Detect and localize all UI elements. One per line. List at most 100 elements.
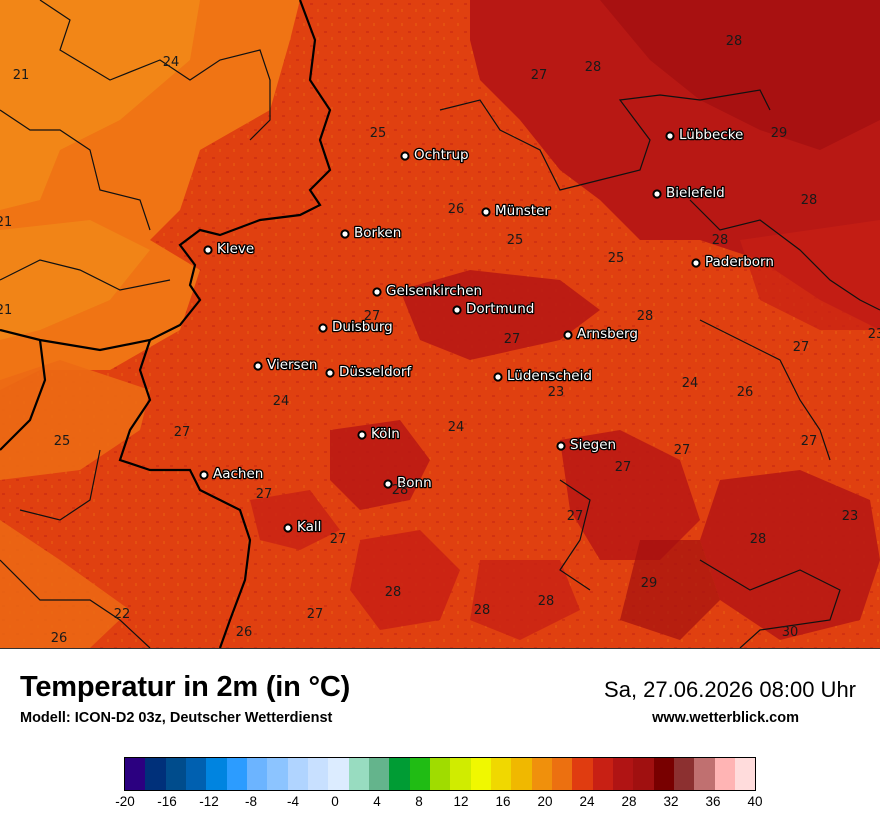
- isoline-value: 30: [782, 625, 799, 640]
- city-dot: [318, 323, 328, 333]
- legend-tick-label: -20: [115, 794, 135, 809]
- isoline-value: 24: [273, 394, 290, 409]
- legend-tick-label: -4: [286, 794, 300, 809]
- legend-color-swatch: [429, 758, 451, 790]
- legend-color-swatch: [145, 758, 166, 790]
- city-dot: [556, 441, 566, 451]
- isoline-value: 25: [608, 251, 625, 266]
- legend-color-swatch: [470, 758, 491, 790]
- city-dot: [340, 229, 350, 239]
- city-dot: [400, 151, 410, 161]
- isoline-value: 23: [548, 385, 565, 400]
- isoline-value: 28: [392, 483, 409, 498]
- isoline-value: 27: [307, 607, 324, 622]
- map-title: Temperatur in 2m (in °C): [20, 671, 351, 703]
- legend-color-swatch: [592, 758, 613, 790]
- legend-color-swatch: [307, 758, 329, 790]
- legend-color-swatch: [612, 758, 634, 790]
- isoline-value: 21: [0, 303, 12, 318]
- isoline-value: 24: [163, 55, 180, 70]
- isoline-value: 24: [448, 420, 465, 435]
- city-markers: Ochtrup Lübbecke Bielefeld Münster Borken Kle…: [199, 126, 775, 536]
- isoline-value: 27: [364, 309, 381, 324]
- website-link[interactable]: www.wetterblick.com: [652, 710, 799, 726]
- city-label: Kall: [297, 519, 321, 535]
- city-label: Köln: [371, 426, 400, 442]
- isoline-value: 27: [615, 460, 632, 475]
- legend-color-swatch: [348, 758, 369, 790]
- isoline-value: 27: [330, 532, 347, 547]
- isoline-value: 26: [737, 385, 754, 400]
- forecast-datetime: Sa, 27.06.2026 08:00 Uhr: [604, 677, 856, 702]
- legend-color-swatch: [267, 758, 288, 790]
- legend-color-swatch: [368, 758, 390, 790]
- city-label: Dortmund: [466, 301, 534, 317]
- city-label: Münster: [495, 203, 550, 219]
- isoline-value: 27: [174, 425, 191, 440]
- legend-color-swatch: [490, 758, 512, 790]
- legend-color-swatch: [694, 758, 715, 790]
- city-label: Düsseldorf: [339, 364, 412, 380]
- state-borders: [0, 0, 880, 648]
- isoline-value: 25: [370, 126, 387, 141]
- city-label: Kleve: [217, 241, 254, 257]
- temperature-map: Ochtrup Lübbecke Bielefeld Münster Borken Kle…: [0, 0, 880, 649]
- city-label: Siegen: [570, 437, 616, 453]
- city-dot: [563, 330, 573, 340]
- city-label: Lüdenscheid: [507, 368, 592, 384]
- city-dot: [325, 368, 335, 378]
- isoline-value: 28: [750, 532, 767, 547]
- legend-tick-label: 24: [579, 794, 595, 809]
- isoline-value: 25: [54, 434, 71, 449]
- city-label: Lübbecke: [679, 127, 743, 143]
- isoline-value: 28: [637, 309, 654, 324]
- isoline-value: 29: [641, 576, 658, 591]
- legend-color-swatch: [450, 758, 471, 790]
- legend-color-swatch: [246, 758, 268, 790]
- isoline-value: 24: [682, 376, 699, 391]
- color-legend-bar: [124, 757, 756, 791]
- isoline-value: 23: [842, 509, 859, 524]
- isoline-value: 28: [801, 193, 818, 208]
- legend-color-swatch: [125, 758, 146, 790]
- isoline-value: 22: [114, 607, 131, 622]
- isoline-value: 21: [0, 215, 12, 230]
- legend-color-swatch: [206, 758, 227, 790]
- isoline-value: 21: [13, 68, 30, 83]
- legend-tick-label: 12: [453, 794, 469, 809]
- city-dot: [665, 131, 675, 141]
- city-label: Ochtrup: [414, 147, 469, 163]
- legend-tick-label: 28: [621, 794, 637, 809]
- isoline-value: 27: [674, 443, 691, 458]
- country-border: [0, 0, 332, 648]
- legend-tick-label: 0: [331, 794, 339, 809]
- legend-tick-label: 8: [415, 794, 423, 809]
- legend-tick-label: -12: [199, 794, 219, 809]
- isoline-value: 27: [567, 509, 584, 524]
- city-label: Viersen: [267, 357, 317, 373]
- isoline-value: 26: [448, 202, 465, 217]
- isoline-value: 27: [801, 434, 818, 449]
- isoline-value: 23: [868, 327, 880, 342]
- isoline-value: 27: [256, 487, 273, 502]
- isoline-value: 26: [51, 631, 68, 646]
- isoline-value: 28: [385, 585, 402, 600]
- map-canvas: Ochtrup Lübbecke Bielefeld Münster Borken Kle…: [0, 0, 880, 648]
- city-dot: [357, 430, 367, 440]
- legend-color-swatch: [653, 758, 674, 790]
- model-info: Modell: ICON-D2 03z, Deutscher Wetterdie…: [20, 710, 333, 726]
- isoline-value: 28: [474, 603, 491, 618]
- color-legend-ticks: -20 -16 -12 -8 -4 0 4 8 12 16 20 24 28 32 36 40: [0, 794, 880, 814]
- isoline-value: 26: [236, 625, 253, 640]
- city-label: Borken: [354, 225, 401, 241]
- legend-tick-label: 32: [663, 794, 679, 809]
- city-dot: [383, 479, 393, 489]
- legend-tick-label: -8: [244, 794, 258, 809]
- city-dot: [283, 523, 293, 533]
- city-label: Gelsenkirchen: [386, 283, 482, 299]
- isoline-value: 27: [531, 68, 548, 83]
- legend-tick-label: 36: [705, 794, 721, 809]
- legend-tick-label: 4: [373, 794, 381, 809]
- legend-color-swatch: [734, 758, 756, 790]
- city-dot: [372, 287, 382, 297]
